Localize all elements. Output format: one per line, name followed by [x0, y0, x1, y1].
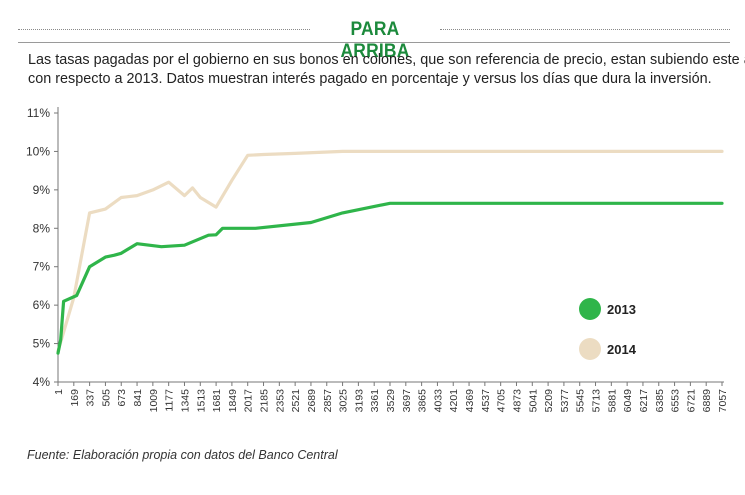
- x-tick-label: 3529: [385, 389, 397, 413]
- x-tick-label: 4201: [448, 389, 460, 413]
- x-tick-label: 5209: [543, 389, 555, 413]
- series-line-2014: [56, 149, 724, 353]
- x-tick-label: 505: [100, 389, 112, 407]
- x-tick-label: 2185: [259, 389, 271, 413]
- x-tick-label: 6385: [654, 389, 666, 413]
- x-tick-label: 841: [132, 389, 144, 407]
- title-underline: [18, 42, 730, 43]
- x-tick-label: 6553: [670, 389, 682, 413]
- x-tick-label: 169: [69, 389, 81, 407]
- title-rule-right: [440, 29, 730, 30]
- x-tick-label: 4369: [464, 389, 476, 413]
- y-tick-label: 4%: [33, 375, 51, 389]
- subtitle-line-1: Las tasas pagadas por el gobierno en sus…: [28, 51, 745, 68]
- title-rule-left: [18, 29, 310, 30]
- x-tick-label: 1681: [211, 389, 223, 413]
- x-tick-label: 3697: [401, 389, 413, 413]
- x-tick-label: 2689: [306, 389, 318, 413]
- x-tick-label: 6721: [685, 389, 697, 413]
- y-tick-label: 11%: [27, 106, 50, 120]
- x-tick-label: 7057: [717, 389, 729, 413]
- chart-title: PARA ARRIBA: [340, 19, 410, 62]
- y-tick-label: 8%: [33, 221, 51, 235]
- x-tick-label: 2857: [322, 389, 334, 413]
- x-tick-label: 6049: [622, 389, 634, 413]
- x-tick-label: 3865: [417, 389, 429, 413]
- x-tick-label: 5041: [527, 389, 539, 413]
- y-tick-label: 6%: [33, 298, 51, 312]
- x-tick-label: 3025: [338, 389, 350, 413]
- series-line-2013: [56, 201, 724, 355]
- y-tick-label: 7%: [33, 260, 51, 274]
- x-tick-label: 3193: [353, 389, 365, 413]
- x-tick-label: 4705: [496, 389, 508, 413]
- subtitle-line-2: con respecto a 2013. Datos muestran inte…: [28, 70, 712, 87]
- legend-label-2014: 2014: [607, 342, 637, 357]
- x-tick-label: 2017: [243, 389, 255, 413]
- x-tick-label: 337: [85, 389, 97, 407]
- x-tick-label: 6889: [701, 389, 713, 413]
- x-tick-label: 4033: [432, 389, 444, 413]
- x-tick-label: 5377: [559, 389, 571, 413]
- y-tick-label: 5%: [33, 337, 51, 351]
- x-tick-label: 1177: [164, 389, 176, 412]
- chart-subtitle: Las tasas pagadas por el gobierno en sus…: [28, 50, 745, 88]
- x-tick-label: 1849: [227, 389, 239, 413]
- x-tick-label: 1345: [179, 389, 191, 413]
- x-tick-label: 4537: [480, 389, 492, 413]
- x-tick-label: 2353: [274, 389, 286, 413]
- x-tick-label: 3361: [369, 389, 381, 413]
- y-tick-label: 10%: [26, 144, 50, 158]
- x-tick-label: 5545: [575, 389, 587, 413]
- legend-marker-2013: [579, 298, 601, 320]
- source-note: Fuente: Elaboración propia con datos del…: [27, 448, 338, 462]
- x-tick-label: 1: [53, 389, 65, 395]
- x-tick-label: 4873: [511, 389, 523, 413]
- legend-label-2013: 2013: [607, 302, 636, 317]
- y-tick-label: 9%: [33, 183, 51, 197]
- x-tick-label: 6217: [638, 389, 650, 413]
- x-tick-label: 2521: [290, 389, 302, 413]
- x-tick-label: 673: [116, 389, 128, 407]
- x-tick-label: 1513: [195, 389, 207, 413]
- x-tick-label: 1009: [148, 389, 160, 413]
- x-tick-label: 5881: [606, 389, 618, 413]
- x-tick-label: 5713: [591, 389, 603, 413]
- legend-marker-2014: [579, 338, 601, 360]
